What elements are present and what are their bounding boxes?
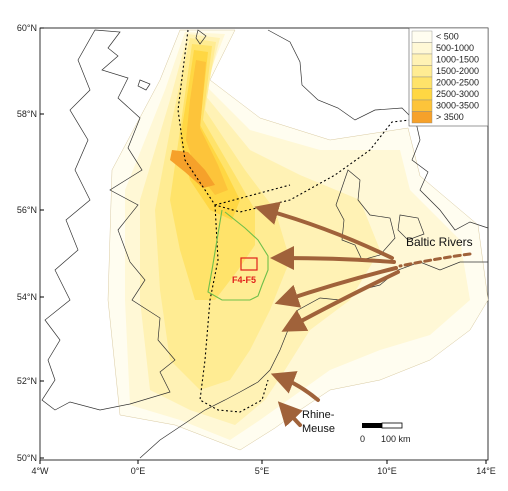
- river-arrows: [254, 201, 472, 427]
- box-label: F4-F5: [232, 275, 256, 285]
- lon-label-5e: 5°E: [255, 466, 270, 476]
- lat-label-58: 58°N: [17, 109, 37, 119]
- sweden-coast: [411, 117, 489, 231]
- legend-label: 3000-3500: [436, 101, 479, 111]
- arrow-rhine-meuse-2: [277, 401, 303, 427]
- baltic-rivers-label: Baltic Rivers: [406, 235, 473, 249]
- legend-swatch: [411, 111, 433, 124]
- legend-swatch: [411, 65, 433, 78]
- legend-swatch: [411, 42, 433, 55]
- legend-label: 1500-2000: [436, 66, 479, 76]
- legend-label: 2500-3000: [436, 89, 479, 99]
- lat-axis: 60°N 58°N 56°N 54°N 52°N 50°N: [17, 23, 44, 463]
- scale-distance: 100 km: [381, 434, 411, 444]
- lat-label-50: 50°N: [17, 453, 37, 463]
- concentration-shading: [107, 29, 489, 451]
- lat-label-56: 56°N: [17, 205, 37, 215]
- lon-label-10e: 10°E: [377, 466, 397, 476]
- scale-zero: 0: [360, 434, 365, 444]
- lat-label-54: 54°N: [17, 292, 37, 302]
- arrow-to-54n: [274, 266, 398, 308]
- lon-label-0: 0°E: [131, 466, 146, 476]
- lon-label-14e: 14°E: [476, 466, 496, 476]
- lat-label-52: 52°N: [17, 376, 37, 386]
- legend-swatch: [411, 76, 433, 89]
- arrow-to-55n: [270, 246, 396, 271]
- legend-label: 500-1000: [436, 43, 474, 53]
- arrow-to-56n: [254, 201, 394, 260]
- great-britain-coast: [41, 29, 176, 411]
- f4-f5-box: [240, 257, 258, 271]
- legend-swatch: [411, 30, 433, 43]
- scale-bar: 0 100 km: [360, 422, 411, 444]
- lat-label-60: 60°N: [17, 23, 37, 33]
- green-sector-outline: [207, 209, 269, 301]
- lon-label-4w: 4°W: [31, 466, 49, 476]
- zealand-coast: [397, 214, 425, 241]
- baltic-dashed-arrow: [398, 252, 472, 268]
- orkney-coast: [137, 79, 151, 91]
- lon-axis: 4°W 0°E 5°E 10°E 14°E: [31, 460, 496, 476]
- shetland-coast: [195, 29, 207, 45]
- legend-label: 1000-1500: [436, 55, 479, 65]
- legend-swatch: [411, 88, 433, 101]
- legend-label: 2000-2500: [436, 78, 479, 88]
- rhine-meuse-label-2: Meuse: [302, 423, 335, 435]
- zone-gt3500: [170, 150, 215, 188]
- rhine-meuse-label-1: Rhine-: [302, 409, 335, 421]
- legend-swatch: [411, 53, 433, 66]
- legend-label: > 3500: [436, 112, 464, 122]
- study-boundary-dotted: [177, 29, 411, 413]
- legend-swatch: [411, 99, 433, 112]
- legend-label: < 500: [436, 32, 459, 42]
- arrow-rhine-meuse: [270, 371, 320, 402]
- denmark-coast: [335, 169, 396, 261]
- coastlines: [41, 27, 489, 459]
- arrow-to-53n: [281, 270, 400, 332]
